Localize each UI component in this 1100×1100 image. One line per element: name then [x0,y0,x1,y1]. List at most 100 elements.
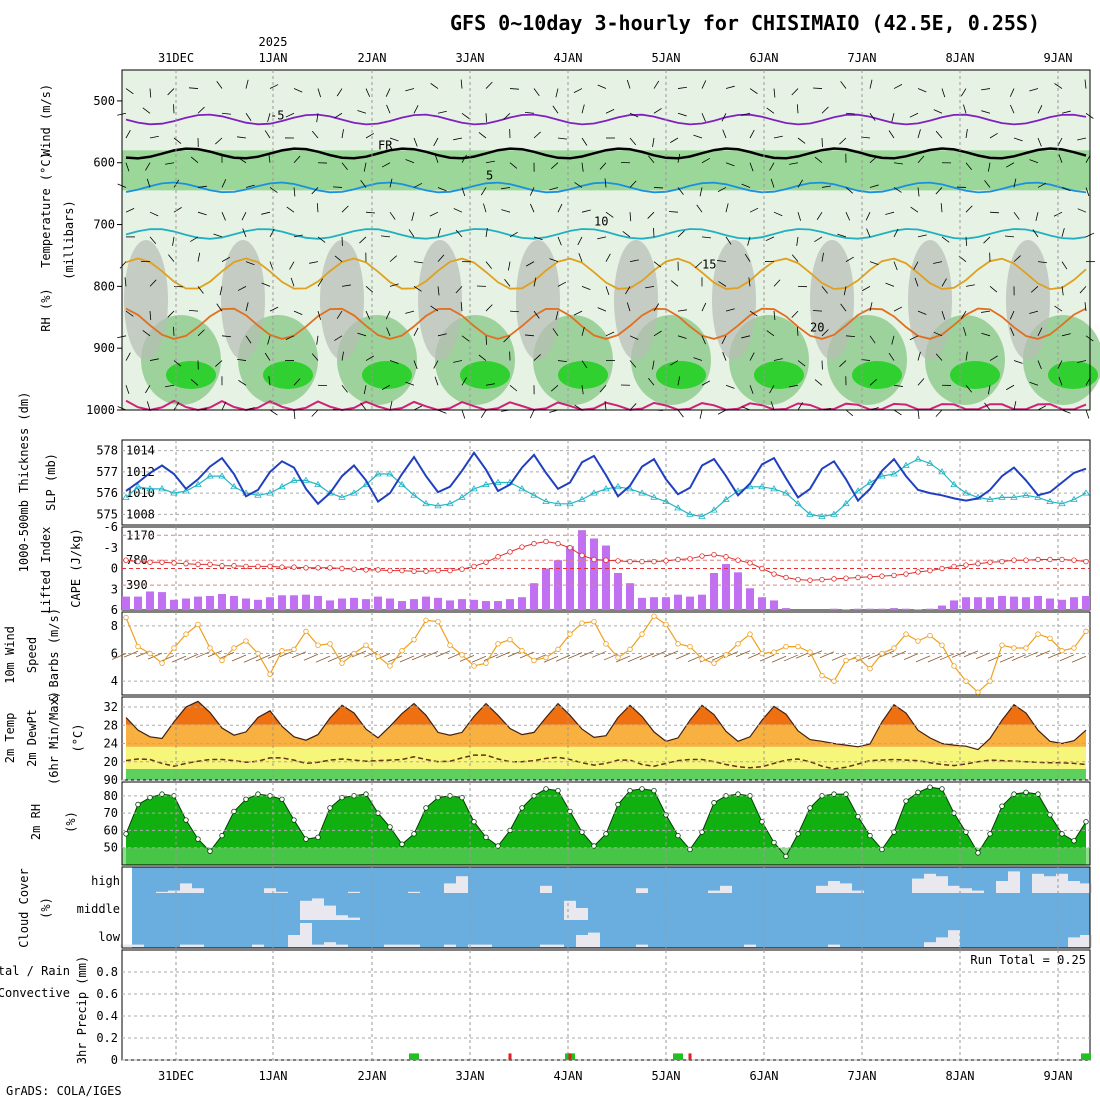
cloud-high-bar [816,885,828,893]
wind-barb [1032,229,1039,238]
wind-barb [839,137,847,145]
wind-speed-point [699,656,705,662]
wind-barb [960,88,967,97]
rh2m-point [1035,791,1041,797]
wind-speed-point [1083,628,1089,635]
lifted-index-point [687,556,693,562]
cape-bar [698,594,706,610]
wind-barb [219,286,223,296]
cloud-high-bar [972,890,984,893]
lifted-index-point [375,567,381,573]
wind-barb [652,137,655,147]
rh-saturated-blob [362,361,412,389]
wind-barb [845,409,854,417]
lifted-index-point [1047,556,1053,563]
temp-label-2: 2m DewPt [25,709,39,767]
wind-speed-point [771,649,777,655]
cape-bar [614,572,622,610]
wind-barb [773,211,783,217]
wind-barb [914,277,919,287]
lifted-index-point [519,544,525,550]
wind-speed-point [1035,631,1041,637]
lifted-index-point [651,558,657,565]
wind-barb [981,310,991,313]
lifted-index-point [663,558,669,564]
wind-barb [533,277,537,287]
wind-barb [289,261,295,270]
lifted-index-point [255,563,261,570]
rh2m-point [975,850,981,856]
cloud-low-bar [576,935,588,947]
thickness-point [182,487,190,494]
thickness-point [374,470,382,477]
wind-speed-point [1071,645,1077,651]
wind10m-barb [471,655,487,663]
wind-barb [341,129,344,139]
wind-barb [861,136,871,139]
cloud-high-bar [912,878,924,893]
rh2m-point [867,832,873,839]
wind-barb [1085,187,1090,197]
wind-barb [578,253,583,262]
wind-barb [885,282,895,287]
rh2m-low-band [122,847,1090,865]
wind-barb [677,409,684,418]
wind-barb [869,79,873,89]
wind-barb [581,209,591,213]
thickness-point [614,482,622,490]
thickness-point [650,493,658,500]
rh2m-point [399,841,405,847]
bottom-day-label: 9JAN [1044,1069,1073,1083]
wind-barb [965,162,973,170]
wind-barb [652,360,655,370]
wind-barb [149,88,152,98]
rh2m-point [879,846,885,853]
rh2m-point [1071,838,1077,844]
wind-barb [869,379,877,386]
wind-barb [550,162,559,169]
cloud-low-bar [1080,935,1092,947]
thickness-point [842,499,850,507]
wind-speed-point [399,648,405,654]
wind-barb [1057,137,1063,147]
cloud-low-bar [336,944,348,947]
wind-barb [317,310,322,320]
wind-barb [965,385,973,393]
wind-barb [749,385,754,394]
wind-barb [814,379,823,386]
wind-barb [413,182,423,188]
wind-barb [1061,409,1071,414]
wind-barb [891,335,895,345]
wind-barb [581,285,591,291]
wind-barb [437,110,447,114]
wind-barb [549,187,559,191]
wind-barb [286,206,295,213]
cape-bar [218,594,226,610]
wind-barb [504,279,511,287]
wind-barb [555,310,559,320]
wind-barb [293,88,303,93]
wind-barb [173,360,182,367]
thickness-point [962,489,970,496]
wind-barb [581,385,584,395]
wind-speed-point [783,643,789,650]
thickness-point [314,480,322,488]
wind-barb [501,187,511,190]
lifted-index-point [759,565,765,572]
wind-barb [245,302,249,312]
wind-speed-point [1011,645,1017,651]
wind-barb [989,132,998,139]
cape-bar [122,596,130,610]
wind-barb [1013,211,1020,220]
wind-barb [721,335,727,345]
wind-barb [119,261,127,269]
rh2m-point [543,786,549,792]
wind-barb [845,212,851,221]
wind-label-2: Speed [25,637,39,673]
rh2m-point [363,791,369,797]
top-day-label: 3JAN [456,51,485,65]
wind10m-barb [1023,651,1039,659]
wind-speed-point [711,660,717,666]
cloud-high-bar [936,876,948,893]
thickness-point [794,499,802,507]
